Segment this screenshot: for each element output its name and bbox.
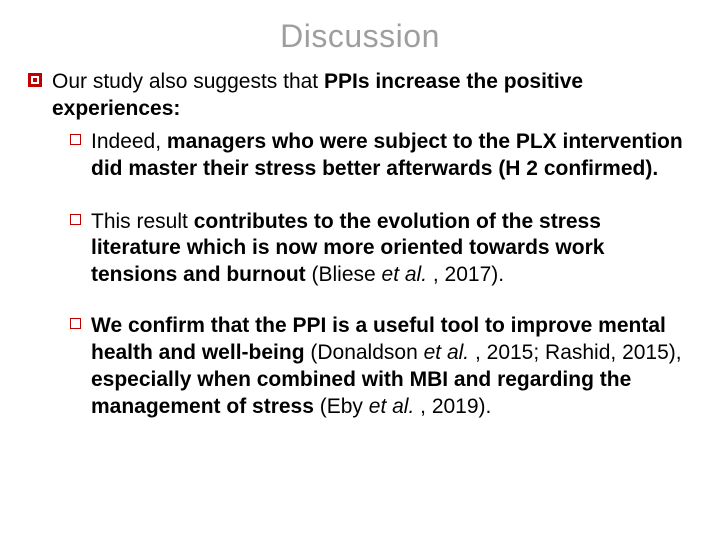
slide-title: Discussion xyxy=(28,18,692,55)
main-bullet-item: Our study also suggests that PPIs increa… xyxy=(28,69,692,123)
sub-bullet-item: This result contributes to the evolution… xyxy=(70,209,692,290)
slide: Discussion Our study also suggests that … xyxy=(0,0,720,540)
sub-bullet-item: Indeed, managers who were subject to the… xyxy=(70,129,692,183)
square-bullet-icon xyxy=(28,73,42,87)
sub-bullet-text: This result contributes to the evolution… xyxy=(91,209,692,290)
sub-bullet-list: Indeed, managers who were subject to the… xyxy=(70,129,692,421)
sub-bullet-item: We confirm that the PPI is a useful tool… xyxy=(70,313,692,421)
sub-bullet-text: Indeed, managers who were subject to the… xyxy=(91,129,692,183)
hollow-square-icon xyxy=(70,214,81,225)
main-prefix: Our study also suggests that xyxy=(52,70,324,93)
hollow-square-icon xyxy=(70,134,81,145)
hollow-square-icon xyxy=(70,318,81,329)
main-bullet-text: Our study also suggests that PPIs increa… xyxy=(52,69,692,123)
sub-bullet-text: We confirm that the PPI is a useful tool… xyxy=(91,313,692,421)
